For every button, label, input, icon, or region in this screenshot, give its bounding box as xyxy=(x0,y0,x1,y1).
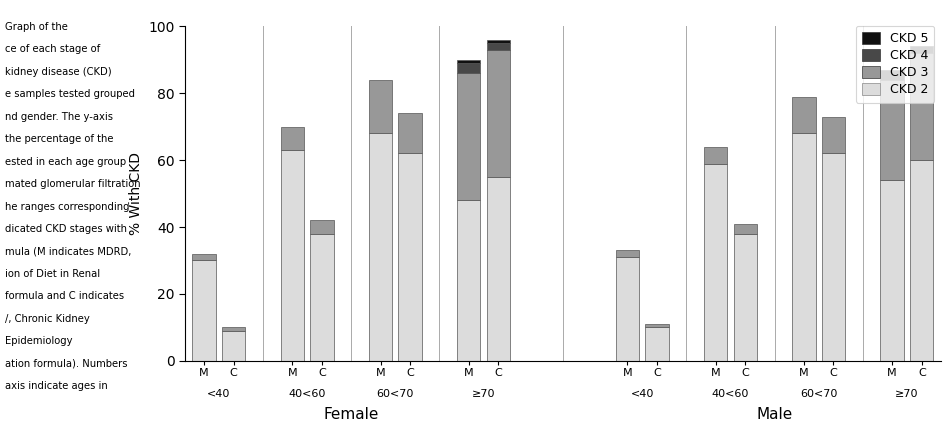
Bar xyxy=(192,254,216,260)
Bar xyxy=(311,220,333,234)
Text: ≥70: ≥70 xyxy=(895,389,919,399)
Text: mated glomerular filtration: mated glomerular filtration xyxy=(5,179,141,189)
Text: ce of each stage of: ce of each stage of xyxy=(5,44,100,55)
Bar xyxy=(457,73,481,200)
Bar xyxy=(311,234,333,361)
Bar xyxy=(192,260,216,361)
Text: kidney disease (CKD): kidney disease (CKD) xyxy=(5,67,111,77)
Text: formula and C indicates: formula and C indicates xyxy=(5,291,124,301)
Text: 40<60: 40<60 xyxy=(289,389,326,399)
Text: ion of Diet in Renal: ion of Diet in Renal xyxy=(5,269,100,279)
Legend: CKD 5, CKD 4, CKD 3, CKD 2: CKD 5, CKD 4, CKD 3, CKD 2 xyxy=(856,26,934,103)
Bar xyxy=(398,154,422,361)
Text: <40: <40 xyxy=(207,389,231,399)
Bar xyxy=(369,133,392,361)
Bar xyxy=(704,164,728,361)
Text: ested in each age group: ested in each age group xyxy=(5,157,125,167)
Text: 60<70: 60<70 xyxy=(800,389,837,399)
Text: Epidemiology: Epidemiology xyxy=(5,336,72,346)
Bar xyxy=(822,117,846,154)
Text: dicated CKD stages with: dicated CKD stages with xyxy=(5,224,126,234)
Text: 40<60: 40<60 xyxy=(712,389,750,399)
Bar xyxy=(792,133,815,361)
Bar xyxy=(222,327,245,331)
Bar xyxy=(457,60,481,63)
Text: <40: <40 xyxy=(631,389,654,399)
Bar xyxy=(486,43,510,50)
Bar xyxy=(280,150,304,361)
Text: he ranges corresponding: he ranges corresponding xyxy=(5,202,129,212)
Text: nd gender. The y-axis: nd gender. The y-axis xyxy=(5,112,113,122)
Text: e samples tested grouped: e samples tested grouped xyxy=(5,89,135,99)
Bar xyxy=(704,147,728,164)
Bar xyxy=(910,47,934,53)
Text: Graph of the: Graph of the xyxy=(5,22,67,32)
Bar xyxy=(733,234,757,361)
Bar xyxy=(398,114,422,154)
Text: the percentage of the: the percentage of the xyxy=(5,134,113,144)
Bar xyxy=(733,224,757,234)
Bar xyxy=(616,257,639,361)
Bar xyxy=(616,250,639,257)
Bar xyxy=(369,80,392,133)
Text: ≥70: ≥70 xyxy=(472,389,495,399)
Bar xyxy=(222,331,245,361)
Bar xyxy=(881,180,903,361)
Bar xyxy=(792,97,815,133)
Text: ation formula). Numbers: ation formula). Numbers xyxy=(5,359,127,369)
Bar xyxy=(486,50,510,177)
Text: mula (M indicates MDRD,: mula (M indicates MDRD, xyxy=(5,246,131,257)
Bar xyxy=(881,70,903,80)
Bar xyxy=(457,200,481,361)
Text: Female: Female xyxy=(324,407,379,422)
Bar xyxy=(457,63,481,73)
Bar xyxy=(822,154,846,361)
Text: 60<70: 60<70 xyxy=(376,389,414,399)
Bar xyxy=(645,327,669,361)
Text: Male: Male xyxy=(756,407,792,422)
Bar xyxy=(486,177,510,361)
Bar xyxy=(645,324,669,327)
Text: axis indicate ages in: axis indicate ages in xyxy=(5,381,107,391)
Bar xyxy=(910,160,934,361)
Y-axis label: % With CKD: % With CKD xyxy=(129,152,142,235)
Bar xyxy=(280,127,304,150)
Text: /, Chronic Kidney: /, Chronic Kidney xyxy=(5,314,89,324)
Bar xyxy=(486,40,510,43)
Bar xyxy=(881,80,903,180)
Bar xyxy=(910,53,934,160)
